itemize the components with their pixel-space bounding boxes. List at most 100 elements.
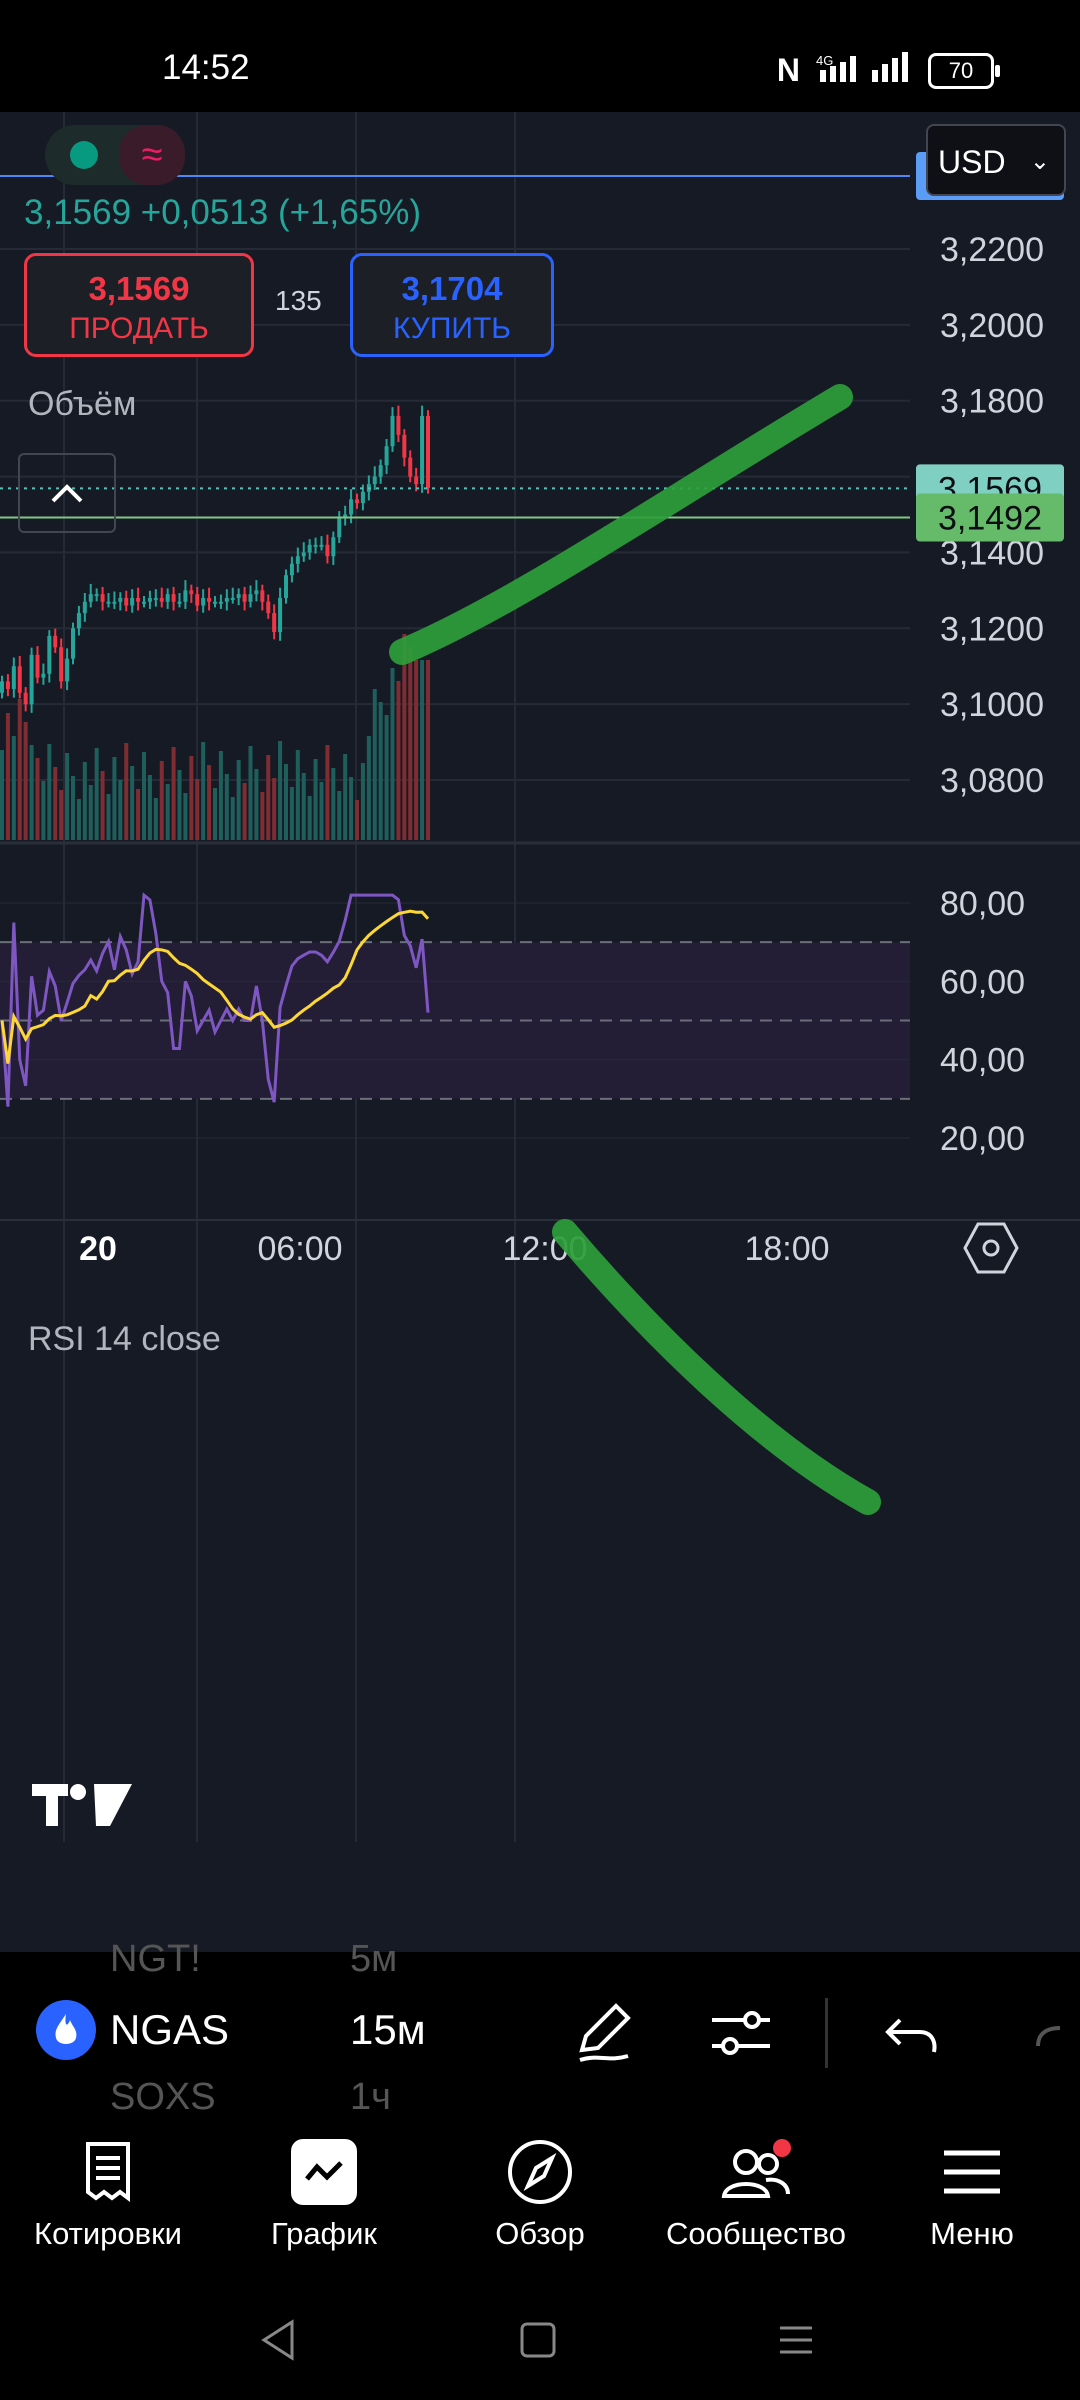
volume-bar [47, 744, 52, 840]
candle [29, 654, 34, 705]
volume-bar [402, 634, 407, 840]
candle [213, 601, 217, 604]
volume-bar [35, 758, 40, 840]
price-chart[interactable]: 3,22003,20003,18003,14003,12003,10003,08… [0, 76, 1080, 1952]
time-axis-label: 06:00 [257, 1230, 342, 1268]
volume-bar [426, 660, 430, 840]
prev-symbol[interactable]: NGT! [110, 1938, 201, 1980]
sell-label: ПРОДАТЬ [69, 312, 209, 345]
volume-bar [124, 743, 129, 840]
indicators-icon[interactable] [706, 1998, 776, 2068]
candle [0, 681, 4, 693]
volume-bar [76, 799, 81, 840]
volume-bar [71, 776, 75, 840]
candle [65, 658, 70, 682]
candle [142, 601, 146, 604]
candle [420, 415, 425, 485]
candle [112, 601, 117, 604]
volume-bar [82, 762, 87, 840]
candle [408, 457, 413, 477]
rsi-axis-label: 20,00 [940, 1120, 1025, 1158]
volume-bar [59, 790, 64, 840]
compass-icon [508, 2140, 572, 2204]
candle [201, 597, 206, 606]
volume-bar [142, 752, 146, 840]
volume-bar [0, 750, 4, 840]
market-status-badge[interactable]: ≈ [45, 125, 185, 185]
symbol-name[interactable]: NGAS [110, 2006, 230, 2053]
candle [378, 465, 383, 477]
volume-bar [272, 778, 277, 840]
svg-text:4G: 4G [816, 53, 833, 68]
nav-menu[interactable]: Меню [864, 2132, 1080, 2252]
volume-bar [23, 722, 28, 840]
volume-bar [159, 761, 164, 840]
level-price-tag: 3,1492 [916, 493, 1064, 542]
settings-icon[interactable] [963, 1222, 1019, 1274]
bottom-nav: Котировки График Обзор Сообщество Меню [0, 2112, 1080, 2288]
pencil-icon[interactable] [568, 1996, 640, 2068]
interval-selector[interactable]: 15м [350, 2006, 426, 2053]
rsi-ma-line [0, 909, 430, 1064]
price-axis-label: 3,2200 [940, 231, 1044, 269]
volume-legend[interactable]: Объём [28, 385, 137, 423]
volume-bar [218, 751, 223, 840]
volume-bar [254, 769, 259, 840]
volume-bar [331, 768, 336, 840]
undo-icon[interactable] [880, 2002, 944, 2066]
volume-bar [301, 773, 306, 840]
chevron-up-icon [51, 484, 83, 503]
volume-bar [319, 782, 324, 840]
candle [289, 563, 294, 576]
prev-interval[interactable]: 5м [350, 1938, 398, 1980]
volume-bar [355, 800, 359, 840]
candle [118, 597, 123, 602]
chart-area[interactable]: 3,2200 3,2000 3,1800 3,1400 3,1200 3,1000 3,08… [0, 76, 1080, 1952]
nav-quotes[interactable]: Котировки [0, 2132, 216, 2252]
candle [5, 681, 10, 689]
volume-bar [378, 702, 383, 840]
candle [390, 415, 395, 447]
volume-bar [289, 787, 294, 840]
recents-icon[interactable] [776, 2320, 816, 2360]
buy-button[interactable]: 3,1704 КУПИТЬ [350, 253, 554, 357]
nav-label: Меню [930, 2216, 1014, 2251]
candle [100, 594, 105, 602]
back-icon[interactable] [258, 2318, 298, 2362]
currency-select[interactable]: USD ⌄ [926, 124, 1066, 196]
candle [147, 597, 152, 602]
level-price-tag-text: 3,1492 [938, 500, 1042, 538]
volume-bar [195, 779, 200, 840]
candle [153, 597, 158, 600]
currency-label: USD [938, 144, 1006, 180]
volume-bar [65, 753, 70, 840]
nav-community[interactable]: Сообщество [648, 2132, 864, 2252]
next-symbol[interactable]: SOXS [110, 2076, 216, 2118]
collapse-legend-button[interactable] [18, 453, 116, 533]
sell-price: 3,1569 [88, 270, 190, 307]
community-icon [721, 2139, 791, 2198]
volume-bar [384, 715, 389, 840]
candle [230, 597, 235, 600]
candle [76, 613, 81, 629]
rsi-legend[interactable]: RSI 14 close [28, 1320, 221, 1358]
candle [295, 556, 300, 564]
candle [41, 673, 46, 678]
candle [195, 594, 200, 606]
nav-label: Обзор [495, 2216, 585, 2251]
nav-explore[interactable]: Обзор [432, 2132, 648, 2252]
candle [11, 666, 16, 689]
nav-chart[interactable]: График [216, 2132, 432, 2252]
system-nav-bar [0, 2288, 1080, 2400]
volume-bar [266, 755, 271, 840]
chart-icon [291, 2139, 357, 2205]
sell-button[interactable]: 3,1569 ПРОДАТЬ [24, 253, 254, 357]
next-interval[interactable]: 1ч [350, 2076, 391, 2118]
candle [242, 594, 247, 602]
svg-text:≈: ≈ [142, 134, 163, 176]
candle [360, 491, 365, 504]
volume-bar [414, 660, 419, 840]
candle [53, 635, 58, 648]
redo-icon[interactable] [1030, 2006, 1080, 2066]
home-icon[interactable] [518, 2320, 558, 2360]
